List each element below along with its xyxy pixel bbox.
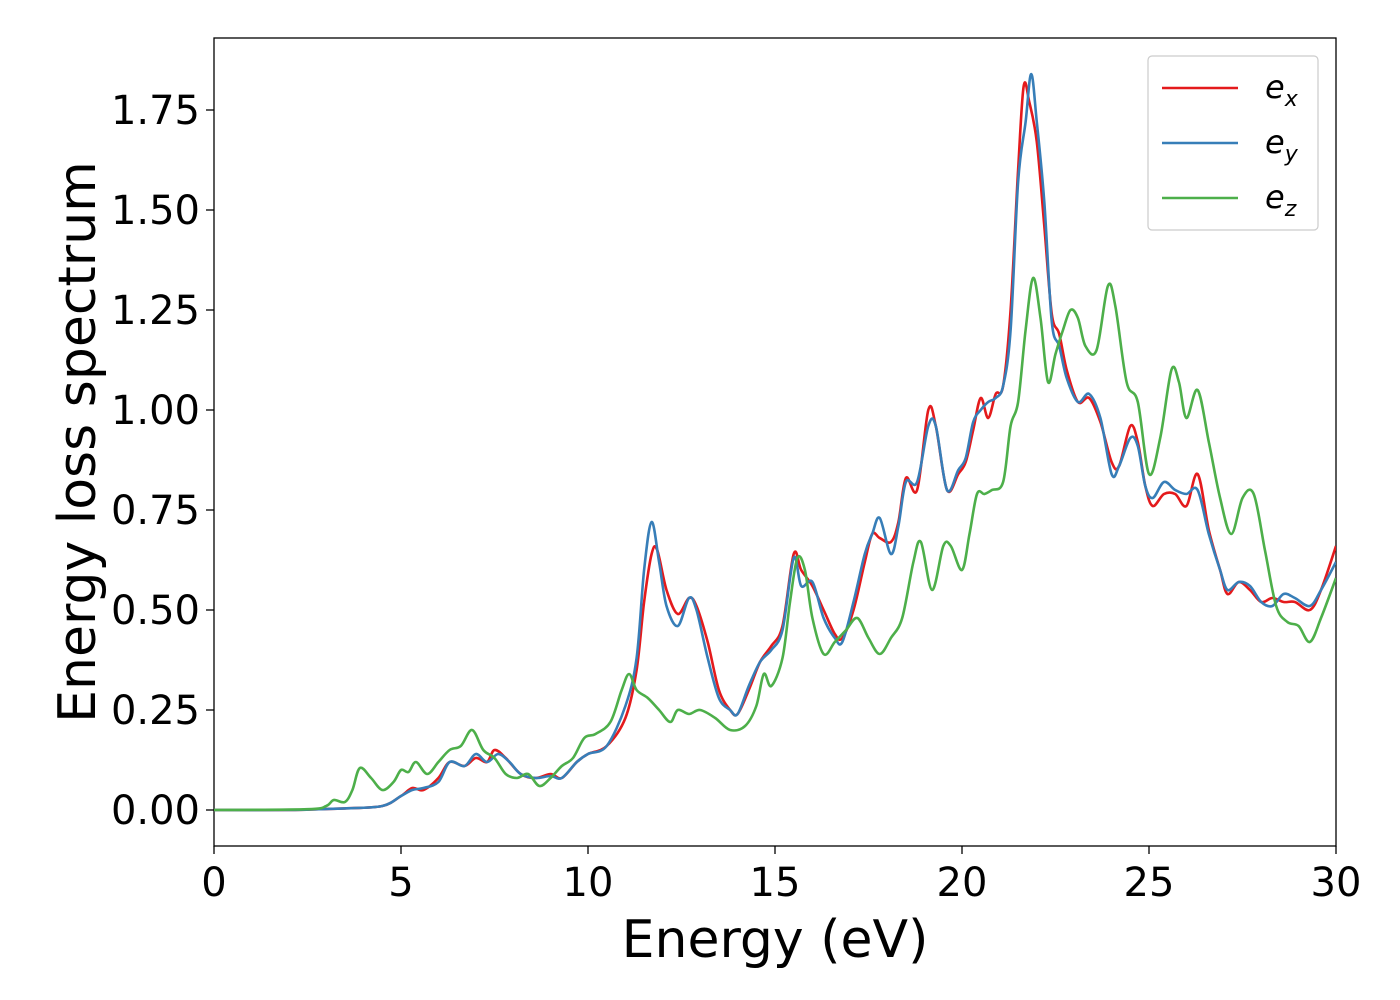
y-tick-label: 1.25: [111, 288, 200, 334]
legend: ex ey ez: [1147, 55, 1319, 231]
series-line-ez: [214, 276, 1336, 812]
x-tick-label: 15: [750, 860, 801, 906]
x-tick-label: 30: [1311, 860, 1362, 906]
y-axis-ticks: 0.00 0.25 0.50 0.75 1.00 1.25 1.50 1.75: [111, 88, 214, 834]
y-tick-label: 0.50: [111, 588, 200, 634]
legend-label-ey: ey: [1265, 123, 1299, 167]
legend-label-ex: ex: [1265, 68, 1299, 112]
series-lines: [214, 72, 1336, 812]
x-tick-label: 20: [937, 860, 988, 906]
x-tick-label: 10: [563, 860, 614, 906]
x-axis-title: Energy (eV): [622, 910, 929, 970]
y-tick-label: 0.75: [111, 488, 200, 534]
x-tick-label: 5: [388, 860, 413, 906]
y-tick-label: 1.00: [111, 388, 200, 434]
series-line-ey: [214, 72, 1336, 812]
y-tick-label: 1.75: [111, 88, 200, 134]
legend-label-ez: ez: [1265, 178, 1297, 222]
y-tick-label: 0.00: [111, 788, 200, 834]
y-axis-title: Energy loss spectrum: [48, 161, 108, 723]
x-tick-label: 25: [1124, 860, 1175, 906]
x-tick-label: 0: [201, 860, 226, 906]
x-axis-ticks: 0 5 10 15 20 25 30: [201, 846, 1361, 906]
y-tick-label: 0.25: [111, 688, 200, 734]
y-tick-label: 1.50: [111, 188, 200, 234]
